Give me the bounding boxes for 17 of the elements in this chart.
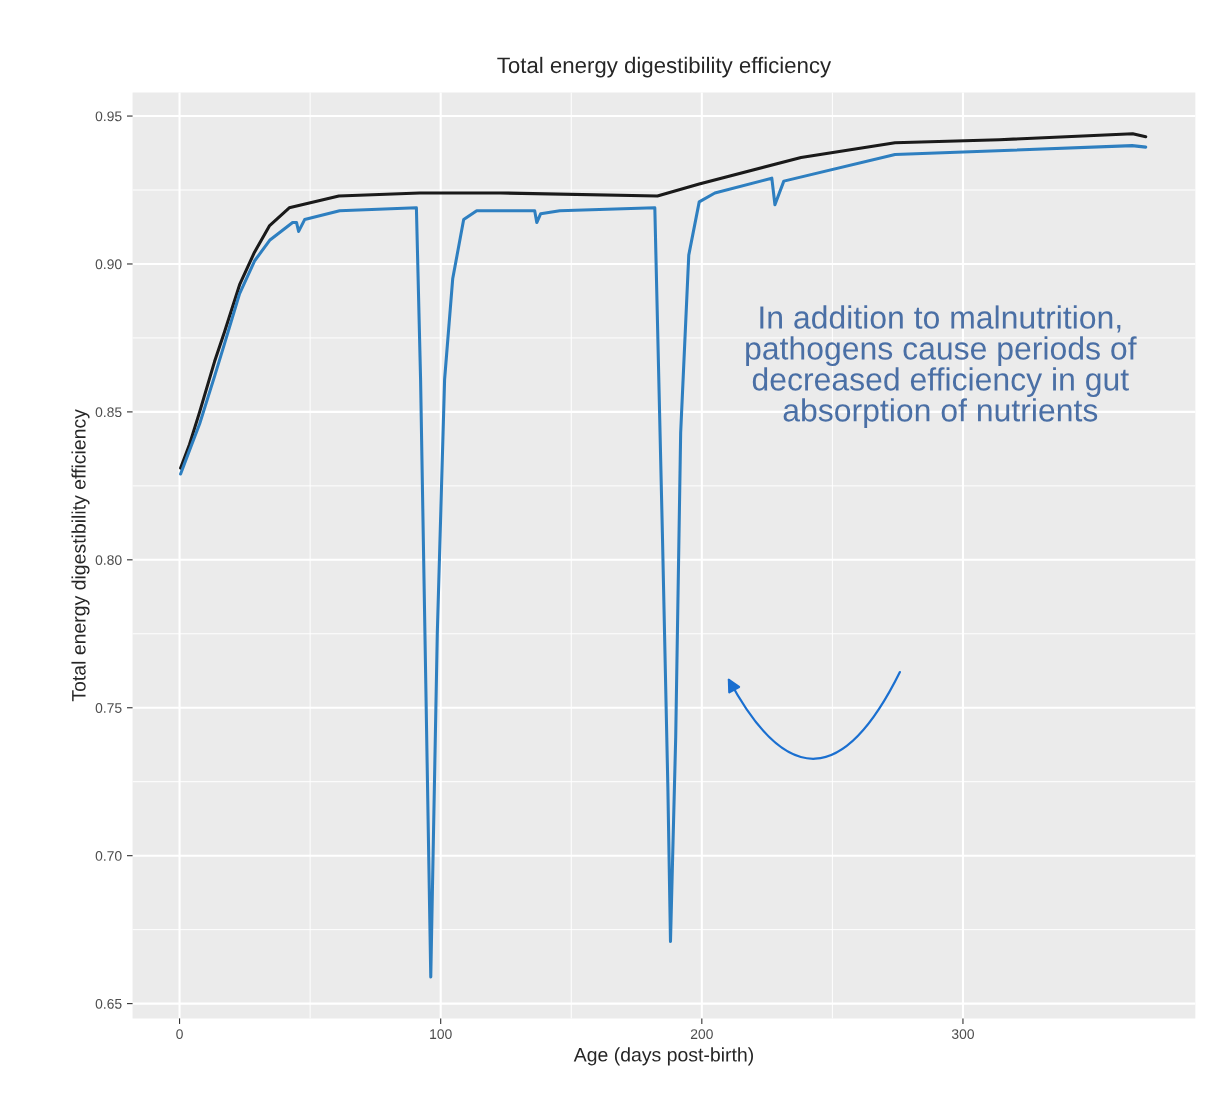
x-tick-label: 300 (951, 1029, 974, 1040)
y-tick-label: 0.80 (95, 555, 122, 565)
annotation: In addition to malnutrition, pathogens cause periods of decreased efficiency in gut absorption of nutrients (746, 305, 1137, 428)
x-tick-label: 100 (430, 1029, 452, 1040)
x-tick-label: 200 (690, 1029, 713, 1040)
y-axis-title: Total energy digestibility efficiency (71, 409, 90, 702)
y-tick-label: 0.90 (95, 259, 122, 270)
chart-title: Total energy digestibility efficiency (497, 56, 832, 78)
x-axis-title: Age (days post-birth) (573, 1047, 753, 1066)
y-tick-label: 0.85 (95, 407, 122, 418)
y-tick-label: 0.70 (95, 851, 122, 861)
y-tick-label: 0.75 (95, 703, 122, 713)
x-tick-label: 0 (176, 1029, 183, 1040)
y-tick-label: 0.65 (95, 998, 122, 1009)
y-tick-label: 0.95 (95, 111, 122, 122)
line-series (179, 144, 1148, 979)
line-series (179, 132, 1148, 470)
